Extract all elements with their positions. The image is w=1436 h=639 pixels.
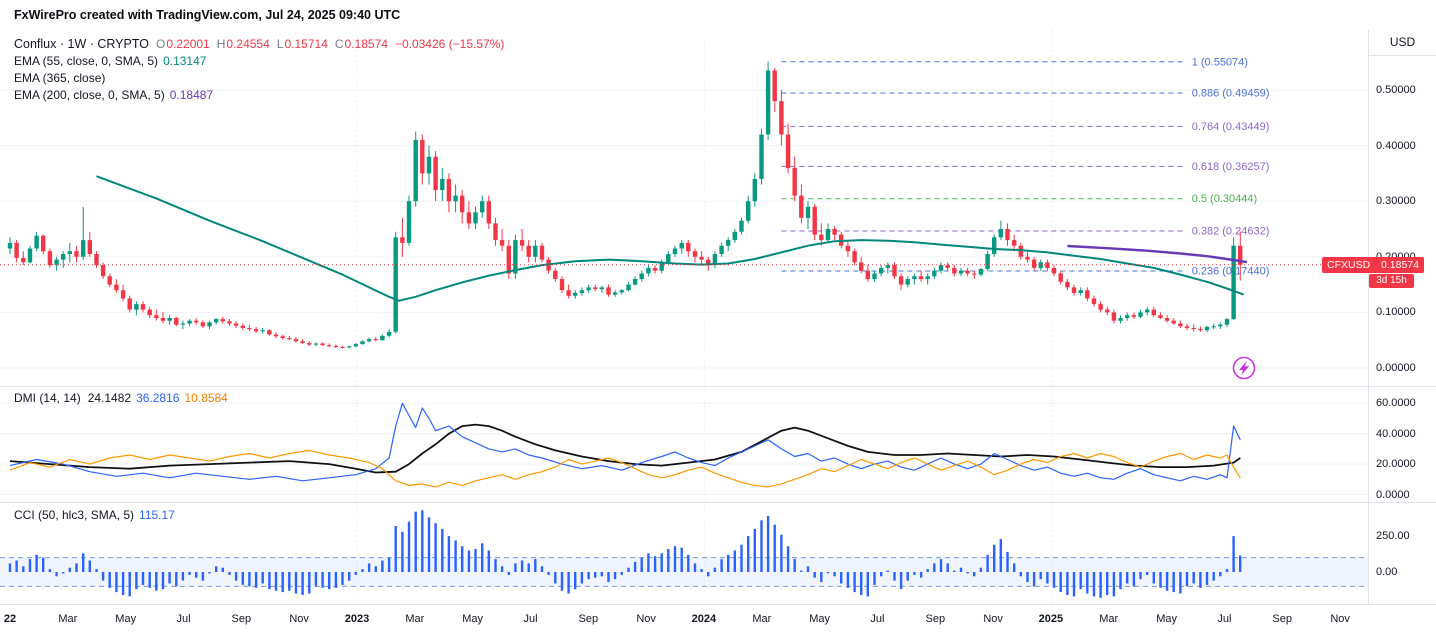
ema365-label[interactable]: EMA (365, close) (14, 71, 106, 85)
price-axis[interactable]: USD 0.500000.400000.300000.200000.100000… (1369, 30, 1436, 604)
cci-tick: 0.00 (1376, 566, 1398, 578)
time-tick: Jul (870, 613, 885, 625)
time-tick: Mar (58, 613, 78, 625)
ema55-value: 0.13147 (163, 54, 207, 68)
time-tick: 2024 (691, 613, 717, 625)
time-axis-border (0, 604, 1436, 605)
cci-bars (8, 510, 1242, 598)
time-tick: 2023 (344, 613, 370, 625)
time-tick: Nov (636, 613, 656, 625)
candlesticks (7, 61, 1243, 349)
time-tick: 2025 (1038, 613, 1064, 625)
ema55-label[interactable]: EMA (55, close, 0, SMA, 5) (14, 54, 159, 68)
time-tick: Mar (1099, 613, 1119, 625)
cci-legend: CCI (50, hlc3, SMA, 5) 115.17 (14, 507, 175, 524)
time-tick: Jul (1217, 613, 1232, 625)
ohlc-value: 0.24554 (226, 37, 270, 51)
price-tick: 0.30000 (1376, 195, 1416, 207)
price-tick: 0.10000 (1376, 306, 1416, 318)
price-tick: 0.40000 (1376, 140, 1416, 152)
badge-symbol: CFXUSD (1327, 259, 1371, 271)
time-tick: Sep (578, 613, 599, 625)
time-tick: 22 (3, 613, 17, 625)
last-price-badge: CFXUSD 0.18574 (1322, 257, 1424, 273)
dmi-legend: DMI (14, 14) 24.1482 36.2816 10.8584 (14, 390, 228, 407)
cci-tick: 250.00 (1376, 530, 1410, 542)
ohlc-key: L (276, 37, 284, 51)
dmi-tick: 20.0000 (1376, 458, 1416, 470)
ema-200-line[interactable] (1067, 244, 1248, 264)
ema200-label[interactable]: EMA (200, close, 0, SMA, 5) (14, 88, 165, 102)
ohlc-key: O (156, 37, 166, 51)
dmi-plusdi-line (9, 402, 1241, 482)
dmi-label[interactable]: DMI (14, 14) (14, 391, 81, 405)
ema-long-line[interactable] (96, 175, 1244, 302)
cci-value: 115.17 (139, 508, 175, 522)
time-tick: May (115, 613, 137, 625)
dmi-gridlines (0, 402, 1368, 495)
symbol-title[interactable]: Conflux · 1W · CRYPTO (14, 37, 149, 51)
price-axis-border (1368, 30, 1369, 604)
dmi-tick: 0.0000 (1376, 489, 1410, 501)
fib-label: 1 (0.55074) (1192, 56, 1248, 68)
fib-label: 0.618 (0.36257) (1192, 161, 1270, 173)
ohlc-value: 0.22001 (166, 37, 210, 51)
ohlc-key: H (216, 37, 226, 51)
ohlc-key: C (334, 37, 344, 51)
ohlc-value: 0.18574 (344, 37, 388, 51)
price-tick: 0.50000 (1376, 84, 1416, 96)
time-tick: Sep (925, 613, 946, 625)
lightning-icon[interactable] (1232, 356, 1256, 380)
time-tick: Mar (752, 613, 772, 625)
fib-label: 0.236 (0.17440) (1192, 266, 1270, 278)
main-gridlines (0, 30, 1368, 604)
badge-price: 0.18574 (1381, 259, 1419, 271)
dmi-plusdi-value: 36.2816 (136, 391, 180, 405)
time-tick: Nov (1330, 613, 1350, 625)
price-tick: 0.00000 (1376, 362, 1416, 374)
change-value: −0.03426 (−15.57%) (394, 37, 505, 51)
dmi-adx-line (9, 423, 1241, 474)
ema200-value: 0.18487 (169, 88, 214, 102)
time-axis[interactable]: 22 Mar May Jul Sep Nov 2023 Mar May Jul Sep Nov 2024… (0, 605, 1436, 639)
time-tick: Nov (983, 613, 1003, 625)
chart-canvas[interactable]: 1 (0.55074) 0.886 (0.49459) 0.764 (0.43449… (0, 30, 1368, 604)
panel-separator-dmi-cci[interactable] (0, 502, 1436, 503)
dmi-minusdi-line (9, 449, 1241, 488)
fib-label: 0.382 (0.24632) (1192, 226, 1270, 238)
dmi-tick: 40.0000 (1376, 428, 1416, 440)
cci-band (0, 557, 1368, 587)
time-tick: Jul (523, 613, 538, 625)
time-tick: Sep (231, 613, 252, 625)
bar-countdown: 3d 15h (1369, 274, 1414, 288)
panel-separator-main-dmi[interactable] (0, 386, 1436, 387)
ohlc-value: 0.15714 (284, 37, 328, 51)
dmi-tick: 60.0000 (1376, 397, 1416, 409)
time-tick: Nov (289, 613, 309, 625)
attribution-header: FxWirePro created with TradingView.com, … (14, 8, 401, 22)
time-tick: May (809, 613, 830, 625)
fib-label: 0.886 (0.49459) (1192, 88, 1270, 100)
main-legend: Conflux · 1W · CRYPTO O0.22001 H0.24554 L0.… (14, 36, 504, 104)
ohlc-values: O0.22001 H0.24554 L0.15714 C0.18574 (149, 37, 388, 51)
fib-label: 0.5 (0.30444) (1192, 193, 1257, 205)
currency-label: USD (1369, 30, 1436, 56)
time-tick: Mar (405, 613, 425, 625)
dmi-adx-value: 24.1482 (87, 391, 132, 405)
time-tick: Sep (1272, 613, 1292, 625)
cci-label[interactable]: CCI (50, hlc3, SMA, 5) (14, 508, 135, 522)
fib-label: 0.764 (0.43449) (1192, 121, 1270, 133)
dmi-minusdi-value: 10.8584 (184, 391, 228, 405)
time-tick: May (462, 613, 483, 625)
time-tick: May (1156, 613, 1177, 625)
fib-retracement[interactable]: 1 (0.55074) 0.886 (0.49459) 0.764 (0.43449… (781, 56, 1270, 278)
time-tick: Jul (176, 613, 191, 625)
